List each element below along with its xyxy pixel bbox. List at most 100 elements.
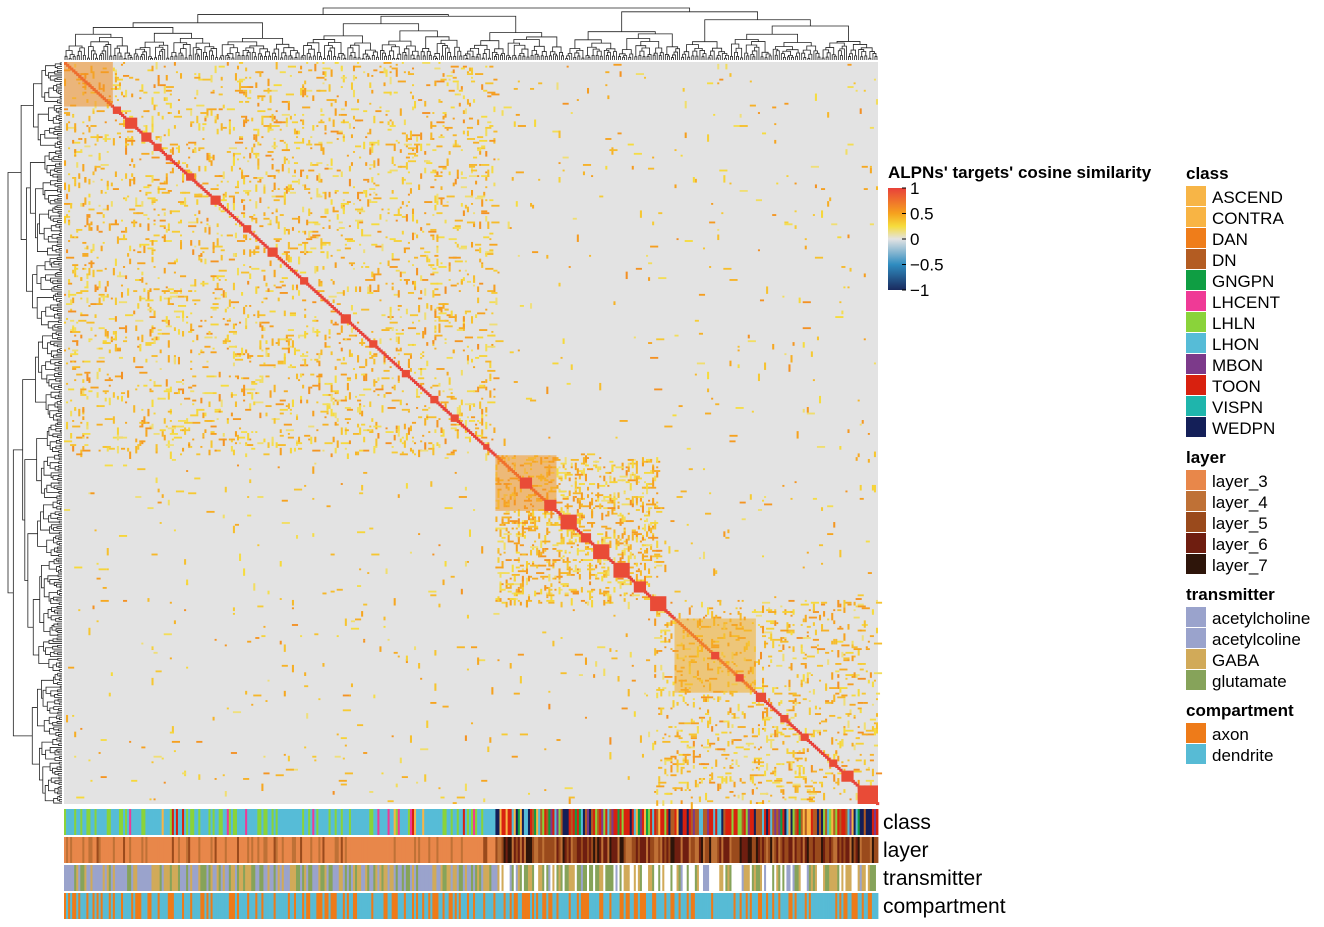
matrix-cell (359, 286, 362, 293)
matrix-cell (859, 668, 864, 671)
matrix-cell (228, 375, 231, 378)
matrix-cell (84, 267, 87, 270)
matrix-cell (232, 711, 242, 714)
matrix-cell (519, 601, 522, 606)
matrix-cell (857, 594, 864, 597)
dendrogram-branch (225, 55, 230, 60)
matrix-cell (454, 241, 457, 244)
matrix-cell (88, 305, 91, 307)
matrix-cell (275, 62, 278, 70)
matrix-cell (336, 332, 341, 335)
matrix-cell (68, 221, 71, 226)
dendrogram-branch (603, 49, 610, 60)
dendrogram-branch (380, 15, 517, 33)
matrix-cell (139, 297, 146, 300)
dendrogram-branch (837, 50, 842, 60)
dendrogram-branch (46, 165, 56, 174)
dendrogram-branch (56, 721, 62, 724)
matrix-cell (475, 249, 480, 252)
dendrogram-branch (771, 25, 849, 42)
matrix-cell (200, 253, 203, 257)
matrix-cell (300, 119, 303, 122)
matrix-cell (155, 670, 162, 673)
matrix-cell (430, 132, 433, 140)
matrix-cell (643, 562, 647, 571)
matrix-cell (584, 546, 587, 550)
matrix-cell (385, 236, 388, 239)
matrix-cell (302, 353, 305, 356)
matrix-cell (369, 791, 374, 793)
dendrogram-branch (49, 200, 62, 205)
matrix-cell (230, 445, 233, 452)
matrix-cell (68, 295, 71, 298)
matrix-cell (74, 182, 77, 187)
matrix-cell (788, 752, 795, 754)
dendrogram-branch (53, 536, 58, 544)
matrix-cell (118, 86, 121, 90)
dendrogram-branch (56, 244, 62, 247)
matrix-cell (308, 208, 311, 216)
matrix-cell (293, 347, 296, 356)
matrix-cell (444, 507, 453, 510)
dendrogram-branch (47, 235, 58, 243)
matrix-cell (411, 280, 415, 285)
matrix-cell (330, 351, 333, 356)
matrix-cell (90, 779, 93, 782)
matrix-cell (477, 312, 486, 315)
matrix-cell (662, 800, 665, 806)
matrix-cell (279, 128, 282, 131)
matrix-cell (145, 342, 154, 344)
matrix-cell (359, 427, 362, 435)
matrix-cell (310, 247, 317, 250)
matrix-cell (76, 151, 83, 153)
matrix-cell (786, 713, 789, 715)
matrix-cell (804, 238, 807, 241)
matrix-cell (411, 232, 415, 241)
matrix-cell (287, 167, 290, 174)
matrix-cell (371, 418, 374, 422)
matrix-cell (438, 603, 441, 608)
dendrogram-branch (241, 38, 284, 45)
matrix-cell (161, 757, 164, 760)
matrix-cell (639, 505, 642, 508)
dendrogram-branch (829, 42, 845, 48)
matrix-cell (782, 727, 787, 730)
matrix-cell (609, 494, 612, 497)
matrix-cell (64, 182, 67, 190)
matrix-cell (239, 136, 242, 139)
matrix-cell (70, 433, 73, 439)
matrix-cell (481, 414, 484, 419)
matrix-cell (521, 586, 524, 595)
dendrogram-branch (495, 54, 499, 60)
matrix-cell (285, 334, 294, 337)
matrix-cell (153, 91, 160, 94)
dendrogram-branch (57, 292, 62, 296)
matrix-cell (137, 251, 142, 254)
dendrogram-branch (54, 465, 59, 471)
dendrogram-branch (135, 55, 139, 60)
dendrogram-branch (41, 565, 50, 589)
dendrogram-branch (56, 662, 60, 668)
dendrogram-branch (695, 55, 699, 60)
dendrogram-branch (56, 401, 62, 405)
matrix-cell (552, 130, 561, 133)
matrix-cell (747, 744, 750, 747)
matrix-cell (151, 65, 154, 72)
matrix-cell (475, 427, 480, 430)
dendrogram-branch (50, 690, 58, 697)
matrix-cell (471, 358, 474, 363)
matrix-cell (670, 774, 677, 777)
matrix-cell (757, 624, 760, 626)
matrix-cell (369, 167, 372, 170)
matrix-cell (680, 800, 683, 804)
matrix-cell (350, 82, 353, 90)
matrix-cell (391, 399, 400, 402)
matrix-cell (157, 501, 162, 504)
dendrogram-branch (58, 734, 62, 737)
dendrogram-branch (215, 57, 219, 60)
matrix-cell (560, 572, 569, 574)
matrix-cell (289, 256, 292, 263)
matrix-cell (359, 394, 366, 396)
matrix-cell (232, 362, 235, 367)
matrix-cell (153, 336, 156, 344)
